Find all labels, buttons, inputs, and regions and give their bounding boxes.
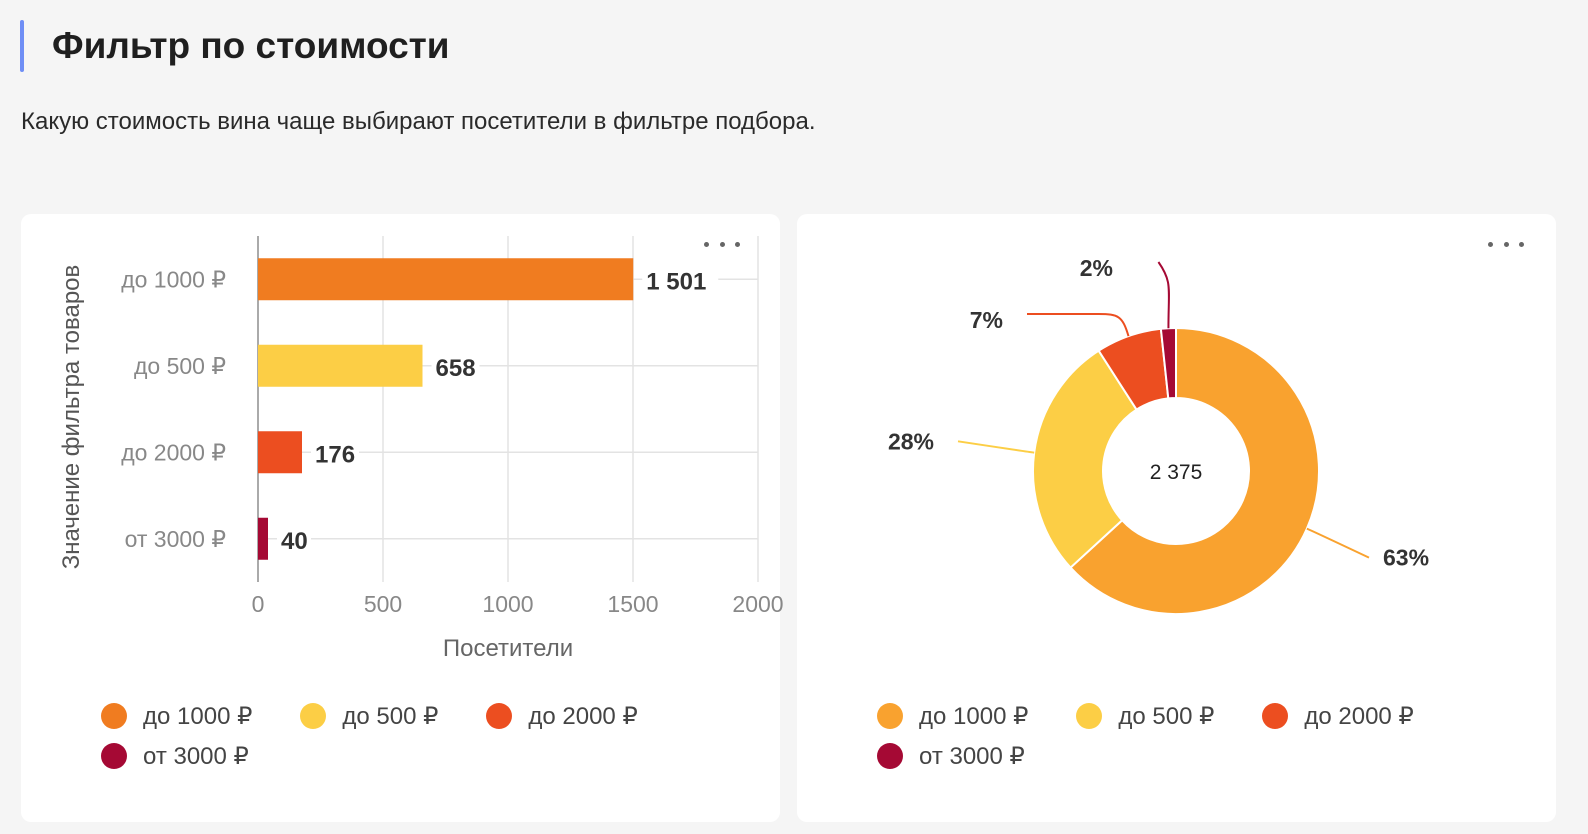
legend-swatch — [877, 743, 903, 769]
y-tick-label: до 1000 ₽ — [121, 266, 226, 292]
data-label-background — [277, 524, 311, 553]
x-tick-label: 2000 — [732, 591, 783, 617]
slice-connector — [957, 440, 1035, 454]
y-tick-label: до 2000 ₽ — [121, 439, 226, 465]
bar-chart: 0 500 1000 1500 2000 до 1000 ₽ 1 501 до 500 ₽ 65… — [58, 236, 784, 662]
legend-label: от 3000 ₽ — [919, 742, 1025, 770]
x-tick-label: 500 — [364, 591, 402, 617]
donut-chart-legend: до 1000 ₽ до 500 ₽ до 2000 ₽ от 3000 ₽ — [877, 696, 1537, 776]
legend-swatch — [1076, 703, 1103, 729]
y-tick-label: от 3000 ₽ — [125, 526, 226, 552]
slice-connector — [1027, 313, 1130, 337]
donut-chart-card: 63% 28% 7% 2% 2 375 до 1000 ₽ до 500 ₽ до 2000… — [797, 214, 1556, 822]
slice-connector — [1306, 527, 1370, 559]
x-axis-title: Посетители — [443, 635, 573, 662]
data-label: 1 501 — [646, 268, 706, 295]
slice-percent-label: 63% — [1383, 545, 1429, 571]
data-label-background — [311, 438, 359, 467]
more-horizontal-icon[interactable] — [1488, 232, 1524, 256]
y-tick-label: до 500 ₽ — [134, 353, 226, 379]
legend-label: от 3000 ₽ — [143, 742, 249, 770]
more-horizontal-icon[interactable] — [704, 232, 740, 256]
legend-swatch — [300, 703, 327, 729]
legend-label: до 1000 ₽ — [919, 702, 1029, 730]
legend-item[interactable]: до 500 ₽ — [1076, 696, 1214, 736]
bar-chart-legend: до 1000 ₽ до 500 ₽ до 2000 ₽ от 3000 ₽ — [101, 696, 761, 776]
legend-label: до 500 ₽ — [342, 702, 439, 730]
data-label: 176 — [315, 441, 355, 468]
legend-item[interactable]: от 3000 ₽ — [101, 736, 249, 776]
data-label-background — [431, 351, 480, 380]
legend-label: до 2000 ₽ — [528, 702, 638, 730]
x-tick-label: 1500 — [607, 591, 658, 617]
bar[interactable] — [258, 344, 423, 387]
y-axis-title: Значение фильтра товаров — [58, 265, 85, 570]
donut-chart: 63% 28% 7% 2% 2 375 — [888, 255, 1429, 615]
page-subtitle: Какую стоимость вина чаще выбирают посет… — [21, 108, 816, 135]
legend-label: до 500 ₽ — [1118, 702, 1215, 730]
donut-slice[interactable] — [1069, 326, 1320, 615]
data-label: 658 — [436, 355, 476, 382]
donut-slice[interactable] — [1032, 349, 1138, 569]
legend-label: до 2000 ₽ — [1304, 702, 1414, 730]
legend-swatch — [101, 743, 127, 769]
legend-item[interactable]: до 500 ₽ — [300, 696, 438, 736]
section-header: Фильтр по стоимости — [20, 20, 450, 72]
page-title: Фильтр по стоимости — [52, 25, 450, 66]
slice-percent-label: 28% — [888, 428, 934, 454]
legend-swatch — [486, 703, 513, 729]
legend-item[interactable]: от 3000 ₽ — [877, 736, 1025, 776]
slice-connector — [1157, 261, 1170, 329]
data-label-background — [642, 265, 719, 294]
legend-item[interactable]: до 2000 ₽ — [486, 696, 638, 736]
legend-item[interactable]: до 1000 ₽ — [101, 696, 252, 736]
donut-slice[interactable] — [1159, 326, 1177, 400]
legend-item[interactable]: до 1000 ₽ — [877, 696, 1028, 736]
legend-swatch — [1262, 703, 1289, 729]
x-tick-label: 0 — [252, 591, 265, 617]
bar[interactable] — [258, 517, 268, 560]
bar[interactable] — [258, 431, 302, 474]
data-label: 40 — [281, 528, 308, 555]
bar-chart-card: 0 500 1000 1500 2000 до 1000 ₽ 1 501 до 500 ₽ 65… — [21, 214, 784, 822]
legend-item[interactable]: до 2000 ₽ — [1262, 696, 1414, 736]
slice-percent-label: 7% — [970, 307, 1003, 333]
legend-swatch — [101, 703, 127, 729]
slice-percent-label: 2% — [1080, 255, 1113, 281]
header-accent-bar — [20, 20, 24, 72]
donut-center-total: 2 375 — [1150, 461, 1203, 484]
legend-swatch — [877, 703, 903, 729]
bar[interactable] — [258, 258, 634, 301]
legend-label: до 1000 ₽ — [143, 702, 253, 730]
x-tick-label: 1000 — [482, 591, 533, 617]
